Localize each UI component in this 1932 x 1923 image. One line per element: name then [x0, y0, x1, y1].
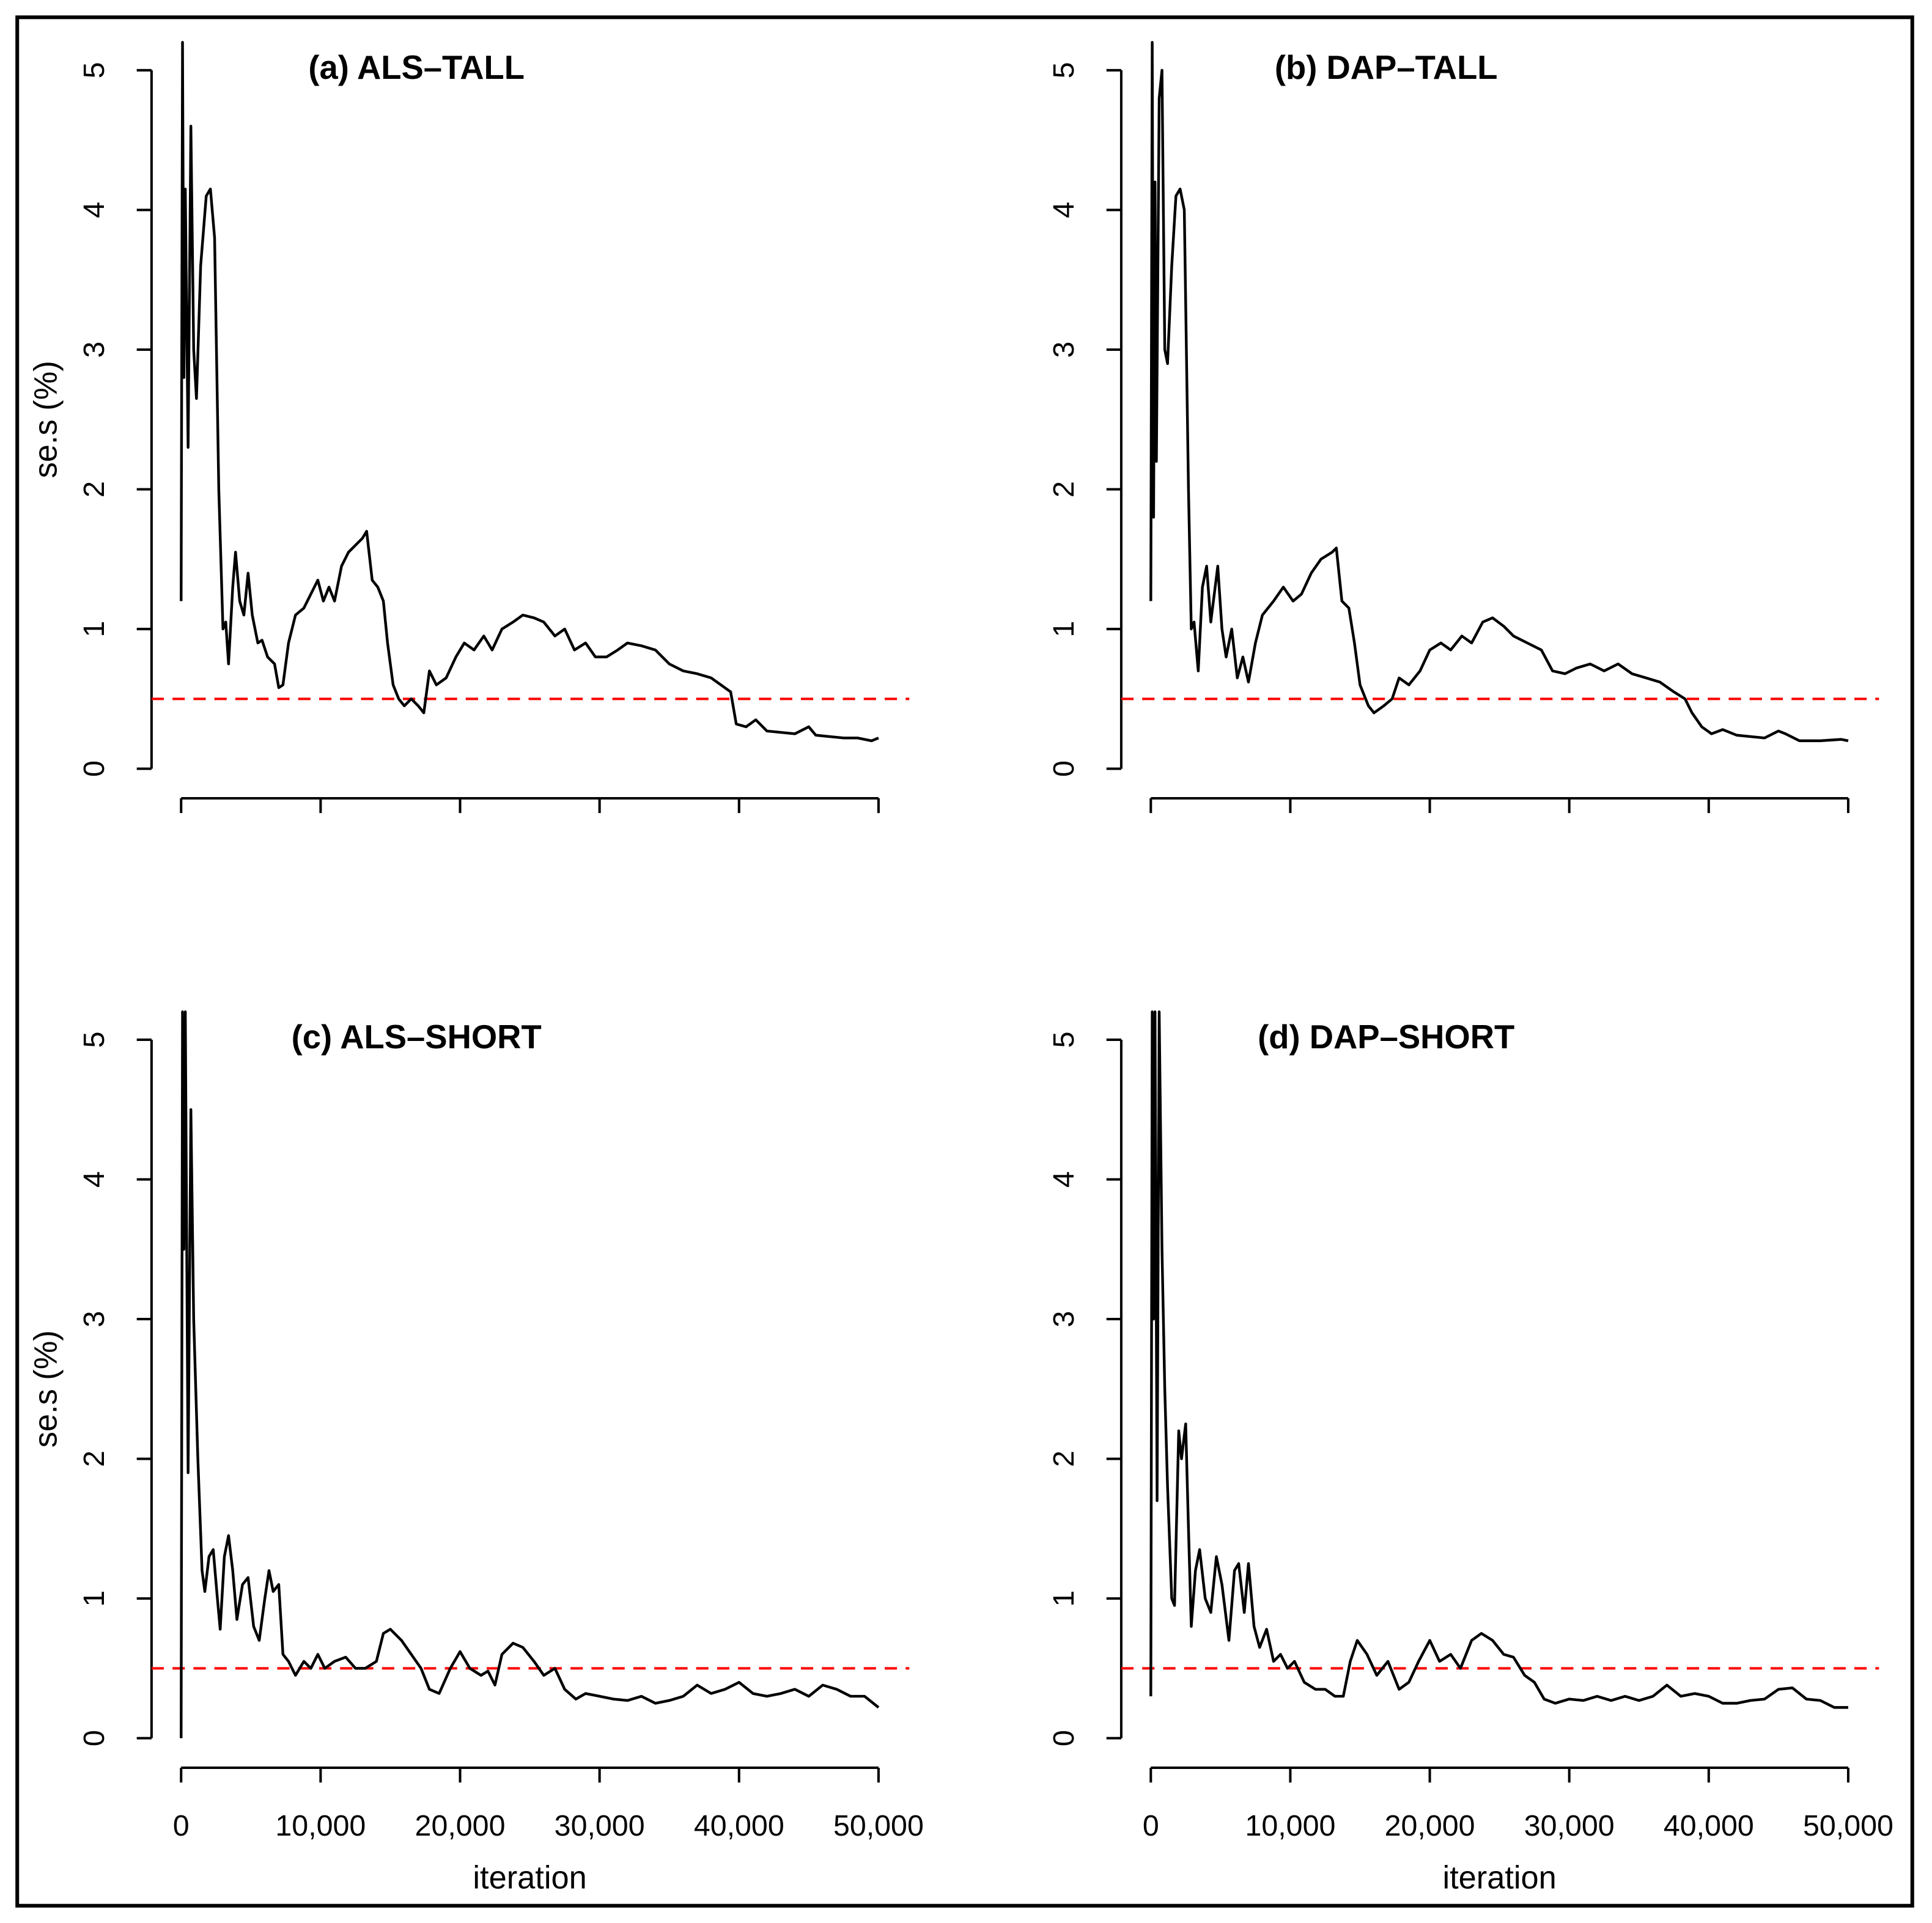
- y-tick-label: 0: [78, 760, 111, 777]
- x-tick-label: 10,000: [275, 1809, 366, 1842]
- y-tick-label: 5: [78, 62, 111, 78]
- y-tick-label: 0: [1047, 760, 1080, 777]
- x-tick-label: 40,000: [1664, 1809, 1754, 1842]
- x-tick-label: 40,000: [694, 1809, 784, 1842]
- y-axis-label: se.s (%): [29, 361, 64, 478]
- x-tick-label: 10,000: [1245, 1809, 1335, 1842]
- x-tick-label: 20,000: [415, 1809, 506, 1842]
- y-tick-label: 1: [1047, 1590, 1080, 1607]
- y-tick-label: 3: [1047, 342, 1080, 358]
- series-line: [1149, 1010, 1848, 1709]
- y-tick-label: 0: [78, 1730, 111, 1746]
- x-tick-label: 0: [173, 1809, 190, 1842]
- y-tick-label: 2: [1047, 481, 1080, 498]
- panel-title: (a) ALS–TALL: [308, 49, 525, 86]
- y-tick-label: 3: [78, 342, 111, 358]
- x-tick-label: 30,000: [1524, 1809, 1615, 1842]
- y-tick-label: 1: [78, 621, 111, 638]
- panel-title: (c) ALS–SHORT: [292, 1018, 542, 1056]
- series-line: [180, 1010, 880, 1738]
- y-tick-label: 0: [1047, 1730, 1080, 1746]
- y-axis-label: se.s (%): [29, 1330, 64, 1447]
- x-tick-label: 30,000: [555, 1809, 645, 1842]
- y-tick-label: 4: [78, 1171, 111, 1188]
- y-tick-label: 1: [1047, 621, 1080, 638]
- y-tick-label: 3: [78, 1311, 111, 1328]
- x-tick-label: 20,000: [1385, 1809, 1475, 1842]
- y-tick-label: 4: [1047, 202, 1080, 218]
- y-tick-label: 5: [1047, 62, 1080, 78]
- x-tick-label: 50,000: [833, 1809, 924, 1842]
- y-tick-label: 2: [78, 1451, 111, 1467]
- y-tick-label: 3: [1047, 1311, 1080, 1328]
- panel-title: (d) DAP–SHORT: [1258, 1018, 1514, 1056]
- y-tick-label: 2: [1047, 1451, 1080, 1467]
- y-tick-label: 5: [78, 1032, 111, 1048]
- x-axis-label: iteration: [1442, 1861, 1556, 1896]
- figure-border: [15, 15, 1914, 1908]
- x-tick-label: 50,000: [1803, 1809, 1893, 1842]
- x-axis-label: iteration: [473, 1861, 586, 1896]
- panel-title: (b) DAP–TALL: [1275, 49, 1498, 86]
- y-tick-label: 2: [78, 481, 111, 498]
- series-line: [180, 41, 879, 743]
- y-tick-label: 1: [78, 1590, 111, 1607]
- y-tick-label: 4: [1047, 1171, 1080, 1188]
- y-tick-label: 5: [1047, 1032, 1080, 1048]
- y-tick-label: 4: [78, 202, 111, 218]
- x-tick-label: 0: [1143, 1809, 1159, 1842]
- series-line: [1149, 41, 1849, 743]
